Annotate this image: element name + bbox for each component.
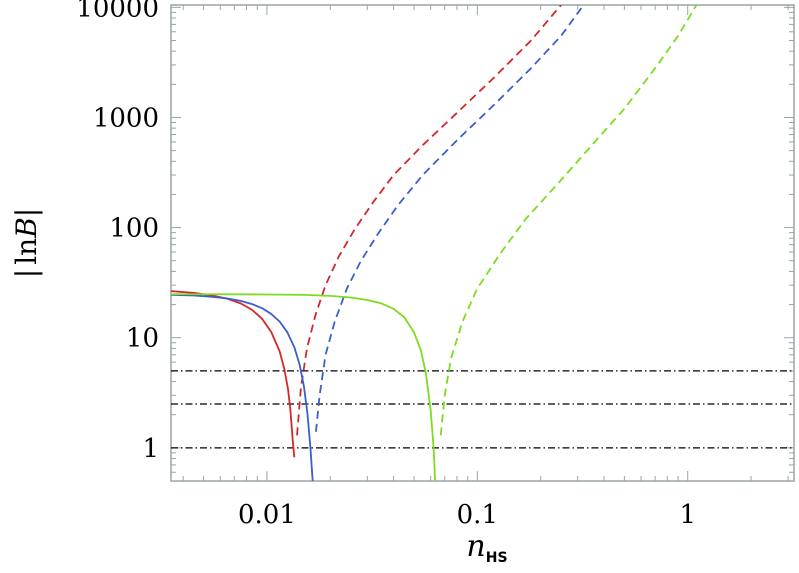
x-tick-labels: 0.01 0.1 1 (238, 500, 696, 530)
x-tick-label: 0.1 (457, 500, 498, 530)
series-line-5 (171, 293, 436, 481)
x-axis-label-sub: HS (486, 550, 508, 566)
y-axis-label-right-bar: | (10, 208, 43, 217)
y-tick-labels: 1 10 100 1000 10000 (76, 0, 159, 464)
x-tick-label: 1 (679, 500, 696, 530)
y-tick-label: 1000 (93, 103, 159, 133)
y-tick-label: 100 (109, 214, 159, 244)
x-tick-label: 0.01 (238, 500, 296, 530)
series-line-3 (171, 293, 314, 481)
y-axis-label-ln: ln (10, 238, 43, 265)
plot-frame (170, 4, 795, 482)
y-tick-label: 1 (142, 434, 159, 464)
x-axis-label-main: n (466, 529, 485, 564)
x-axis-label: nHS (466, 529, 507, 566)
y-tick-label: 10 (126, 324, 159, 354)
series-line-4 (315, 5, 585, 432)
tick-marks (171, 5, 794, 482)
y-axis-label-left-bar: | (10, 269, 43, 278)
y-tick-label: 10000 (76, 0, 159, 23)
series-line-1 (171, 290, 296, 458)
series-line-6 (439, 5, 698, 436)
threshold-lines (171, 370, 794, 449)
y-axis-label-var: B (10, 217, 43, 239)
y-axis-label: |lnB| (10, 208, 43, 278)
series-line-2 (296, 5, 562, 436)
data-series (171, 5, 698, 481)
